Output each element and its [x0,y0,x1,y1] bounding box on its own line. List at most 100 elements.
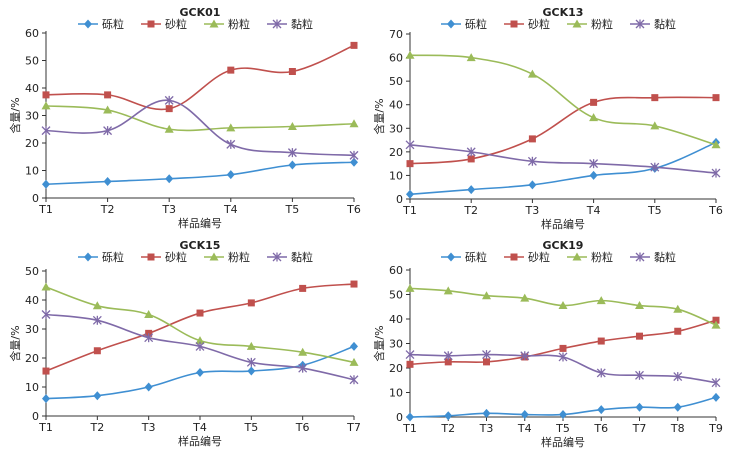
x-tick-label: T6 [593,422,608,435]
legend-label: 砂粒 [528,250,550,264]
data-point-diamond [288,160,297,170]
data-point-diamond [84,19,92,29]
data-point-star [103,126,113,136]
legend-label: 砂粒 [528,17,550,31]
data-point-triangle [711,140,721,149]
data-point-triangle [596,296,606,305]
data-point-square [247,299,255,307]
data-point-triangle [572,19,582,28]
legend-label: 砾粒 [465,17,487,31]
data-point-diamond [165,174,174,184]
x-tick-label: T4 [192,421,207,434]
series-line [409,143,717,174]
series-line [45,105,355,132]
data-point-triangle [572,252,582,261]
x-tick-label: T2 [463,204,478,217]
legend-label: 黏粒 [654,17,676,31]
series-line [45,283,355,372]
data-point-star [144,333,154,343]
legend-label: 粉粒 [228,17,250,31]
x-tick-label: T3 [479,422,494,435]
y-tick-label: 50 [389,75,403,88]
data-point-star [635,19,645,29]
y-tick-label: 20 [25,137,39,150]
x-tick-label: T3 [161,203,176,216]
x-tick-label: T1 [402,422,417,435]
data-point-square [559,344,567,352]
data-point-triangle [287,122,297,130]
data-point-triangle [650,121,660,130]
data-point-diamond [482,408,491,418]
data-point-star [596,368,606,378]
x-axis-label: 样品编号 [541,217,585,231]
series-line [45,286,355,364]
y-axis-label: 含量/% [372,325,386,361]
chart-panel-gck13: GCK13 砾粒 砂粒 粉粒 黏粒 0 10 20 30 40 50 60 70 T1 T2 T3 T4 T5 T6… [372,6,723,231]
x-tick-label: T5 [285,203,300,216]
series-line [45,99,355,157]
legend-label: 粉粒 [591,17,613,31]
legend-label: 粉粒 [228,250,250,264]
data-point-star [349,375,359,385]
y-tick-label: 0 [32,192,39,205]
y-tick-label: 40 [389,99,403,112]
data-point-diamond [528,180,537,190]
x-tick-label: T6 [346,203,361,216]
y-tick-label: 30 [25,323,39,336]
data-point-square [597,337,605,345]
y-tick-label: 70 [389,28,403,41]
y-axis-label: 含量/% [8,97,22,133]
legend-label: 黏粒 [291,250,313,264]
y-tick-label: 40 [25,82,39,95]
x-tick-label: T2 [100,203,115,216]
data-point-diamond [406,189,414,199]
data-point-diamond [226,170,235,180]
data-point-diamond [447,252,455,262]
data-point-star [711,168,721,178]
data-point-star [246,357,256,367]
y-tick-label: 0 [396,411,403,424]
x-tick-label: T7 [346,421,361,434]
x-tick-label: T4 [223,203,238,216]
data-point-star [635,252,645,262]
data-point-star [92,315,102,325]
data-point-star [405,140,415,150]
data-point-star [41,126,51,136]
data-point-triangle [558,301,568,310]
chart-panel-gck19: GCK19 砾粒 砂粒 粉粒 黏粒 0 10 20 30 40 50 60 T1 T2 T3 T4 T5 T6 T7… [372,239,723,449]
data-point-star [405,350,415,360]
data-point-diamond [84,252,92,262]
data-point-diamond [597,405,606,415]
data-point-square [350,41,358,49]
data-point-diamond [520,410,529,420]
series-line [45,44,355,111]
y-tick-label: 10 [25,165,39,178]
data-point-triangle [209,19,219,28]
y-tick-label: 20 [389,362,403,375]
data-point-diamond [103,177,112,186]
data-point-square [590,98,598,106]
x-tick-label: T1 [38,421,53,434]
data-point-diamond [42,394,50,404]
data-point-square [444,358,452,366]
data-point-diamond [350,157,358,167]
data-point-triangle [164,124,174,133]
data-point-diamond [350,341,358,351]
data-point-star [673,372,683,382]
y-tick-label: 10 [389,169,403,182]
data-point-star [287,148,297,158]
data-point-diamond [447,19,455,29]
data-point-diamond [589,170,598,180]
y-tick-label: 60 [25,27,39,40]
y-tick-label: 50 [25,55,39,68]
data-point-square [227,66,235,74]
legend-label: 砂粒 [165,17,187,31]
y-tick-label: 40 [389,313,403,326]
legend-label: 砂粒 [165,250,187,264]
data-point-square [712,94,720,102]
data-point-star [41,310,51,319]
y-tick-label: 60 [389,264,403,277]
x-tick-label: T1 [38,203,53,216]
data-point-star [589,159,599,169]
data-point-star [443,351,453,361]
